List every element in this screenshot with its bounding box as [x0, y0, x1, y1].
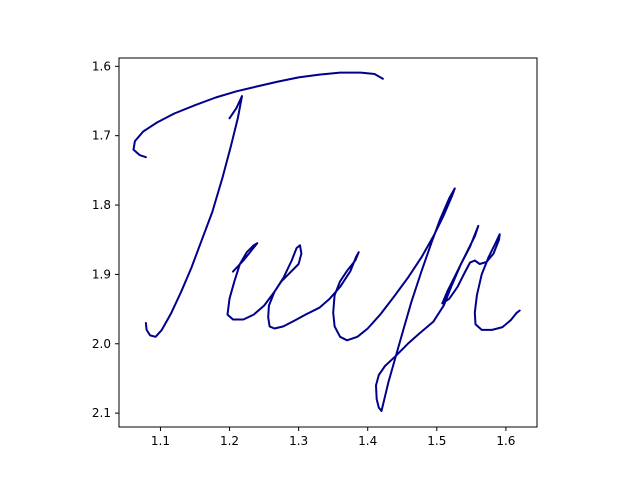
x-tick-label: 1.2 [220, 434, 239, 448]
y-tick-label: 1.6 [92, 59, 111, 73]
y-tick-label: 2.0 [92, 337, 111, 351]
y-tick-label: 1.7 [92, 129, 111, 143]
x-tick-label: 1.3 [289, 434, 308, 448]
x-tick-label: 1.6 [496, 434, 515, 448]
x-tick-label: 1.1 [151, 434, 170, 448]
y-tick-label: 2.1 [92, 406, 111, 420]
series-line-2 [144, 95, 243, 338]
x-tick-label: 1.5 [427, 434, 446, 448]
x-axis: 1.1 1.2 1.3 1.4 1.5 1.6 [151, 427, 515, 448]
series-line-3 [226, 187, 521, 412]
series-layer [132, 71, 521, 412]
y-tick-label: 1.8 [92, 198, 111, 212]
plot-area [118, 57, 538, 428]
y-tick-label: 1.9 [92, 267, 111, 281]
series-line-1 [132, 71, 384, 159]
x-tick-label: 1.4 [358, 434, 377, 448]
y-axis: 1.6 1.7 1.8 1.9 2.0 2.1 [92, 59, 119, 420]
